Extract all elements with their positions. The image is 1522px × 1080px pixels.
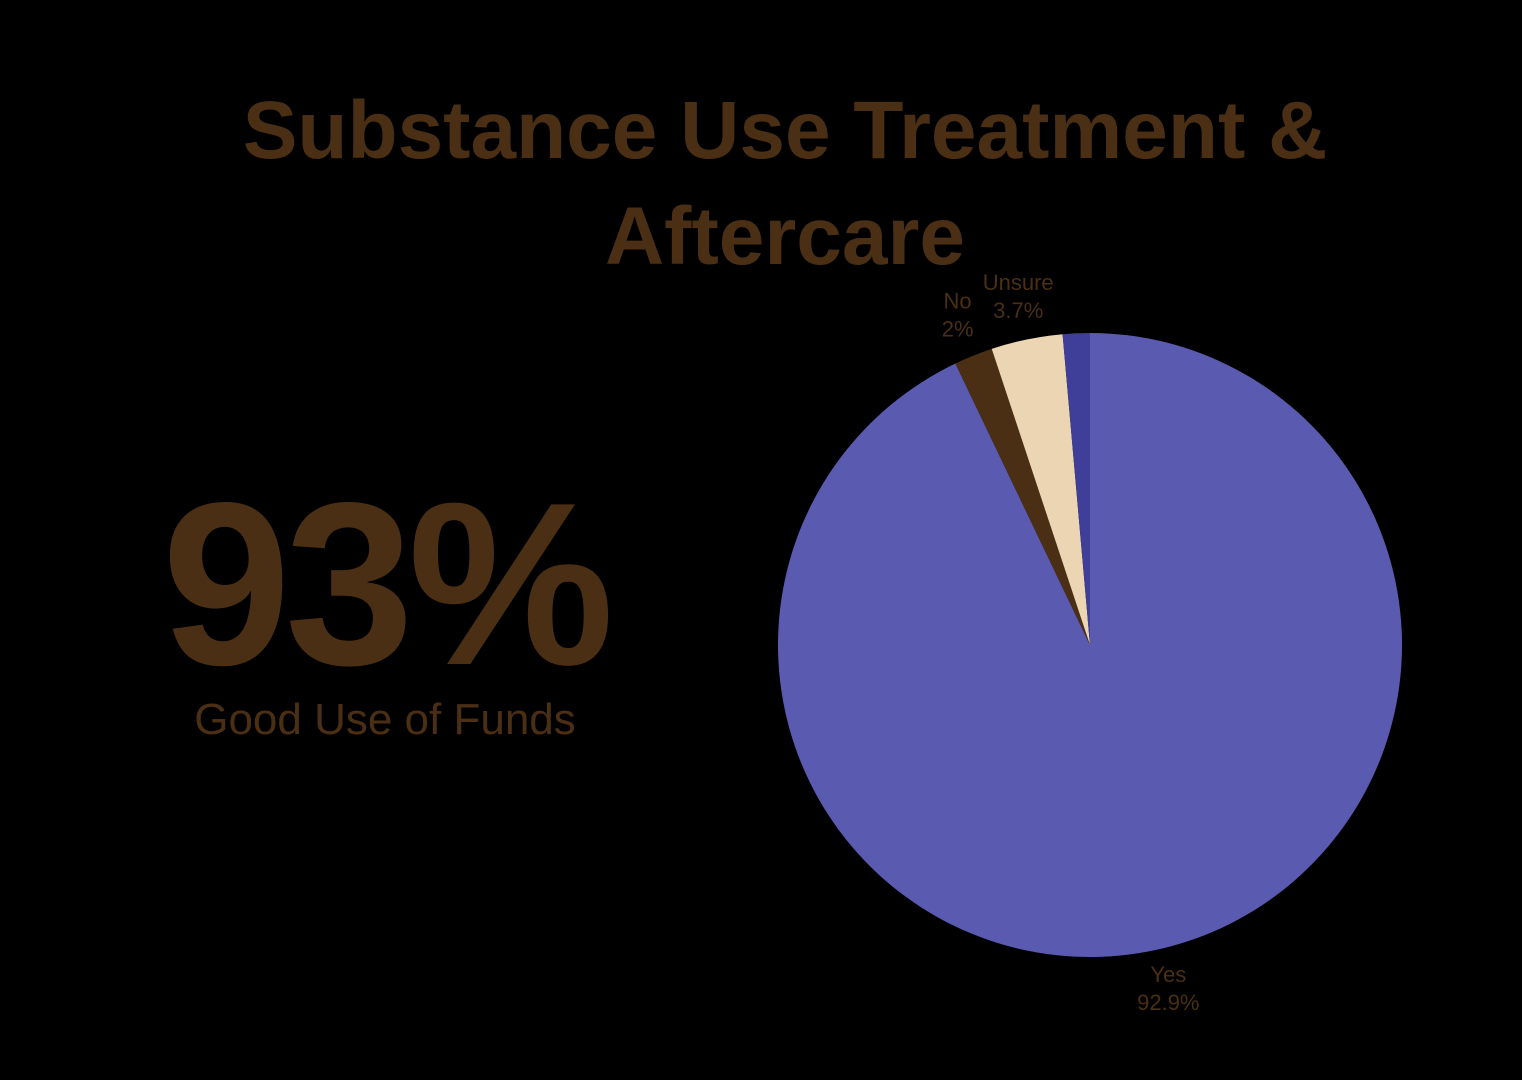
chart-title: Substance Use Treatment & Aftercare xyxy=(242,85,1328,282)
slice-value-label: 3.7% xyxy=(993,298,1043,323)
headline-caption: Good Use of Funds xyxy=(194,695,576,744)
slice-label: Yes xyxy=(1150,962,1186,987)
pie-slice xyxy=(955,348,1090,645)
pie-slice xyxy=(991,334,1090,645)
slice-label: Unsure xyxy=(983,270,1054,295)
slice-value-label: 2% xyxy=(942,316,974,341)
pie-slice xyxy=(1062,333,1090,645)
slice-value-label: 92.9% xyxy=(1137,990,1199,1015)
slice-label: No xyxy=(944,288,972,313)
headline: 93% xyxy=(161,455,614,714)
